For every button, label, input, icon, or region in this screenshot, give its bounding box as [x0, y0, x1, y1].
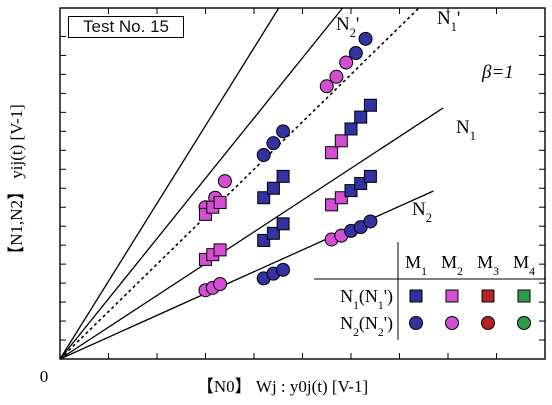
data-point	[358, 31, 373, 46]
legend-marker-square	[445, 289, 459, 303]
data-point	[334, 191, 348, 205]
legend-marker-circle	[517, 316, 531, 330]
legend-row-label: N1(N1')	[340, 286, 393, 312]
data-point	[276, 124, 291, 139]
plot-frame	[59, 7, 546, 360]
data-point	[213, 195, 227, 209]
fit-lines	[59, 7, 444, 360]
data-point	[213, 243, 227, 257]
data-point	[344, 184, 358, 198]
data-point	[266, 136, 281, 151]
legend: M1 M2 M3 M4 N1(N1')N2(N2')	[314, 242, 546, 340]
data-point	[363, 98, 377, 112]
data-point	[213, 277, 228, 292]
data-point	[256, 148, 271, 163]
data-point	[329, 69, 344, 84]
x-axis-label: 【N0】 Wj : y0j(t) [V-1]	[197, 377, 368, 396]
data-point	[354, 110, 368, 124]
line-label-n2-prime: N2'	[336, 14, 359, 40]
test-number-label: Test No. 15	[68, 16, 184, 38]
data-point	[354, 177, 368, 190]
data-point	[363, 169, 377, 183]
legend-marker-square	[409, 289, 423, 303]
line-label-n1: N1	[456, 117, 476, 143]
legend-column-m2: M2	[441, 252, 463, 278]
data-point	[325, 146, 339, 160]
data-point	[276, 217, 290, 231]
legend-marker-square	[517, 289, 531, 303]
fit-line-n1-prime	[59, 7, 344, 360]
data-points	[198, 31, 378, 298]
data-point	[276, 169, 290, 183]
line-label-n2: N2	[412, 199, 432, 225]
data-point	[348, 46, 363, 61]
legend-marker-square	[481, 289, 495, 303]
data-point	[319, 79, 334, 94]
data-point	[257, 191, 271, 205]
data-point	[266, 181, 280, 195]
legend-marker-circle	[481, 316, 495, 330]
chart-labels: 【N1,N2】 yij(t) [V-1] 【N0】 Wj : y0j(t) [V-…	[7, 8, 514, 396]
legend-column-m1: M1	[405, 252, 427, 278]
legend-marker-circle	[409, 316, 423, 330]
fit-line-n1	[59, 107, 444, 360]
origin-label: 0	[40, 367, 49, 386]
legend-marker-circle	[445, 316, 459, 330]
fit-line-n2-prime	[59, 7, 280, 360]
line-label-n1-prime: N1'	[437, 8, 460, 34]
y-axis-label: 【N1,N2】 yij(t) [V-1]	[7, 104, 26, 263]
data-point	[363, 214, 378, 229]
reference-line-label: β=1	[481, 62, 514, 83]
legend-row-label: N2(N2')	[340, 313, 393, 339]
data-point	[276, 262, 291, 277]
data-point	[217, 174, 232, 189]
data-point	[257, 233, 271, 247]
data-point	[344, 122, 358, 136]
legend-column-m3: M3	[477, 252, 499, 278]
axes	[59, 7, 546, 360]
data-point	[266, 226, 280, 240]
data-point	[339, 55, 354, 70]
legend-column-m4: M4	[513, 252, 535, 278]
data-point	[325, 198, 339, 212]
data-point	[334, 134, 348, 148]
